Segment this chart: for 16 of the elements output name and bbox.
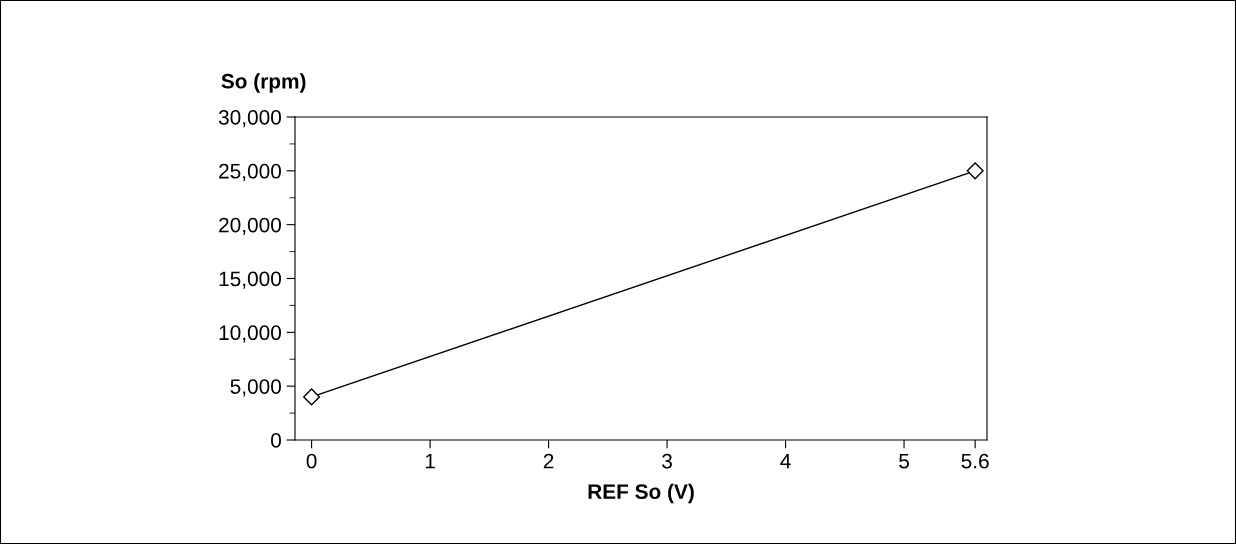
x-tick-label: 1 (425, 453, 435, 469)
y-tick-label: 10,000 (219, 325, 281, 343)
x-tick-label: 2 (543, 453, 554, 469)
y-axis-title: So (rpm) (221, 73, 306, 93)
x-axis-title: REF So (V) (588, 483, 694, 504)
y-tick-label: 25,000 (219, 163, 281, 182)
y-tick-label: 15,000 (219, 271, 281, 289)
y-tick-label: 0 (271, 433, 281, 448)
x-tick-label: 5.6 (961, 453, 989, 469)
y-tick-label: 5,000 (230, 379, 281, 397)
x-tick-label: 4 (780, 453, 791, 469)
x-tick-label: 0 (306, 453, 317, 469)
y-tick-label: 20,000 (219, 217, 281, 235)
y-tick-label: 30,000 (218, 110, 281, 128)
x-tick-label: 3 (662, 453, 672, 469)
x-tick-label: 5 (899, 453, 909, 469)
